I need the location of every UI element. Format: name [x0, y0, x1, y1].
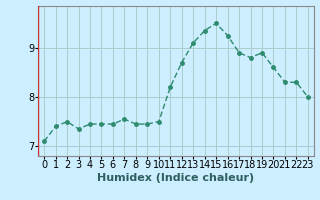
X-axis label: Humidex (Indice chaleur): Humidex (Indice chaleur) — [97, 173, 255, 183]
